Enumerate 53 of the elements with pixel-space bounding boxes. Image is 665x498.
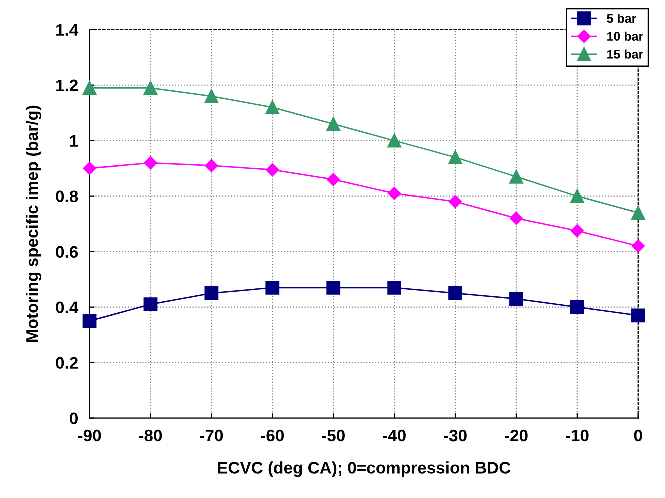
point [205,159,218,172]
legend-label: 15 bar [608,50,644,59]
y-tick-label: 0.8 [56,190,78,203]
x-tick-label: -70 [200,430,224,442]
point [632,240,645,253]
x-tick-label: -80 [139,430,162,442]
point [326,280,341,295]
point [388,134,402,148]
point [144,156,158,170]
point [204,90,219,104]
legend-label: 5 bar [607,14,636,24]
y-tick-label: 0 [70,412,78,425]
y-tick-label: 0.2 [56,357,78,370]
point [570,300,584,314]
x-tick-label: -20 [505,430,528,442]
y-tick-label: 0.6 [56,246,78,258]
x-tick-label: -60 [261,430,284,442]
y-tick-label: 0.4 [56,302,79,314]
point [144,298,158,312]
x-tick-label: -10 [566,430,589,442]
x-tick-label: -50 [322,430,345,442]
point [327,173,340,186]
point [326,117,341,132]
y-axis-title: Motoring specific imep (bar/g) [26,106,42,342]
point [266,100,280,115]
point [631,308,646,323]
y-tick-label: 1.2 [56,80,78,92]
y-tick-label: 1 [70,135,78,147]
point [82,314,97,328]
point [388,280,402,295]
x-tick-label: -40 [383,430,406,442]
point [144,81,158,96]
point [570,189,584,204]
point [570,224,584,238]
point [266,163,280,177]
x-tick-label: 0 [634,430,642,442]
point [82,81,97,96]
point [448,195,462,208]
x-tick-label: -30 [444,430,467,442]
legend-label: 10 bar [608,32,644,42]
point [266,280,280,295]
point [631,206,646,220]
x-tick-label: -90 [78,430,102,442]
point [510,212,524,226]
point [510,170,524,184]
point [448,286,462,300]
point [388,186,402,200]
point [204,286,219,300]
point [448,150,462,164]
point [83,162,96,176]
point [510,292,524,306]
x-axis-title: ECVC (deg CA); 0=compression BDC [218,462,511,478]
y-tick-label: 1.4 [56,24,79,36]
